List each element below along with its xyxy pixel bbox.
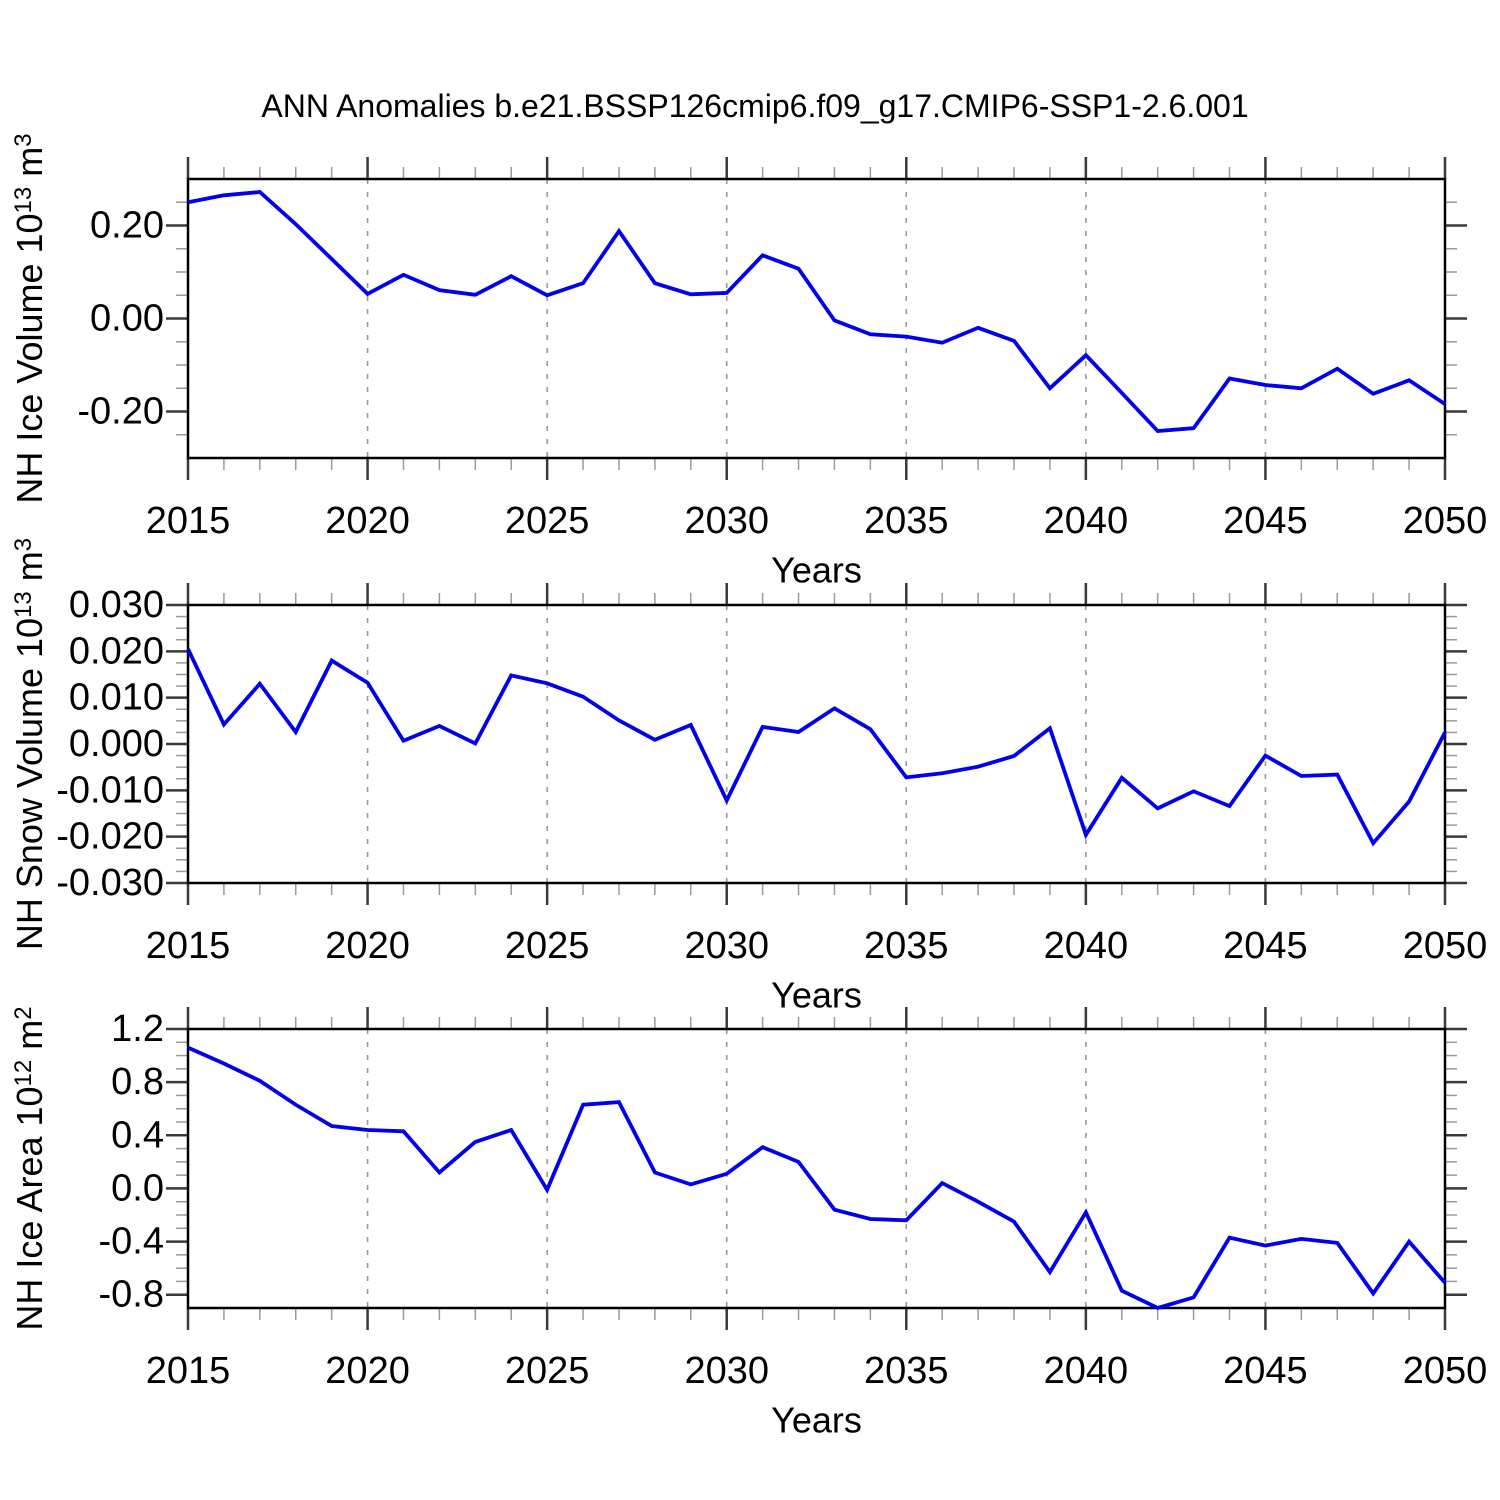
panel-nh-ice-area: 1.2 0.8 0.4 0.0 -0.4 -0.8 2015 2020 2025 2030 2035… [9,1006,1487,1440]
y-tick-label: -0.020 [56,816,164,858]
x-tick-label: 2015 [146,500,231,542]
y-tick-label: 0.020 [69,630,164,672]
x-tick-label: 2015 [146,925,231,967]
y-tick-label: 0.4 [111,1114,164,1156]
panel-nh-ice-volume: 0.20 0.00 -0.20 2015 2020 2025 2030 2035 2040 204… [9,133,1487,590]
y-axis-title: NH Ice Volume 1013 m3 [9,133,50,503]
y-tick-label: 1.2 [111,1008,164,1050]
x-tick-label: 2050 [1403,925,1488,967]
y-tick-label: 0.030 [69,584,164,626]
y-tick-label: 0.0 [111,1167,164,1209]
x-tick-label: 2040 [1044,1350,1129,1392]
y-tick-label: -0.4 [99,1221,164,1263]
x-tick-label: 2035 [864,925,949,967]
y-axis-title: NH Ice Area 1012 m2 [9,1006,50,1330]
x-axis-title: Years [771,1400,862,1441]
series-line [186,648,1447,847]
x-axis-title: Years [771,975,862,1016]
x-tick-label: 2035 [864,500,949,542]
x-tick-label: 2040 [1044,500,1129,542]
x-tick-label: 2050 [1403,1350,1488,1392]
x-tick-label: 2045 [1223,500,1308,542]
series-line [187,190,1447,433]
y-axis-title: NH Snow Volume 1013 m3 [9,538,50,950]
x-tick-label: 2045 [1223,1350,1308,1392]
x-tick-label: 2020 [325,500,410,542]
x-tick-label: 2040 [1044,925,1129,967]
series-line [187,1045,1447,1311]
y-tick-label: -0.20 [77,391,164,433]
x-tick-label: 2050 [1403,500,1488,542]
x-tick-label: 2015 [146,1350,231,1392]
axis-border [186,1027,1447,1310]
x-tick-label: 2025 [505,925,590,967]
y-tick-label: 0.20 [90,205,164,247]
chart-title: ANN Anomalies b.e21.BSSP126cmip6.f09_g17… [261,88,1249,124]
y-tick-label: -0.8 [99,1274,164,1316]
x-tick-label: 2045 [1223,925,1308,967]
y-tick-label: 0.00 [90,298,164,340]
axis-border [186,177,1447,460]
x-tick-label: 2030 [684,925,769,967]
axis-border [186,603,1447,885]
y-tick-label: 0.000 [69,723,164,765]
y-tick-label: -0.010 [56,769,164,811]
x-tick-label: 2030 [684,1350,769,1392]
x-tick-label: 2035 [864,1350,949,1392]
y-tick-label: 0.010 [69,677,164,719]
x-tick-label: 2025 [505,1350,590,1392]
x-tick-label: 2020 [325,925,410,967]
x-tick-label: 2020 [325,1350,410,1392]
x-tick-label: 2030 [684,500,769,542]
x-axis-title: Years [771,550,862,591]
y-tick-label: 0.8 [111,1061,164,1103]
x-tick-label: 2025 [505,500,590,542]
y-tick-label: -0.030 [56,862,164,904]
